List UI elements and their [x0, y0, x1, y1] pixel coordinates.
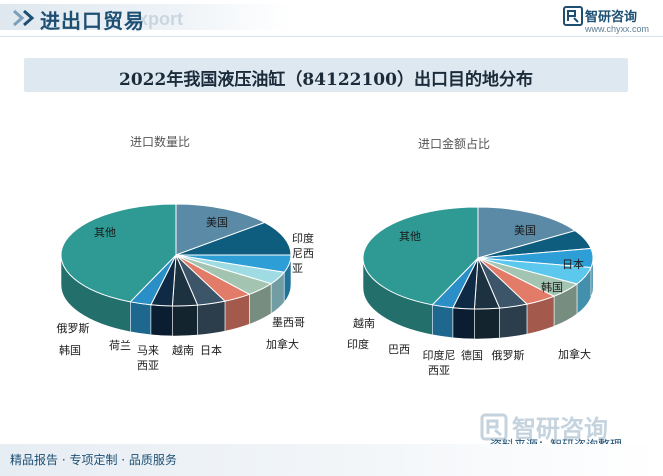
- pie-label-印度尼西亚: 印度尼西亚: [423, 348, 456, 377]
- brand-url: www.chyxx.com: [585, 24, 650, 34]
- brand-name: 智研咨询: [585, 10, 638, 25]
- footer-watermark-logo: 智研咨询: [480, 413, 608, 442]
- pie-label-加拿大: 加拿大: [558, 347, 591, 361]
- pie-slice-印度尼西亚: [175, 221, 292, 256]
- pie-label-其他: 其他: [399, 230, 421, 243]
- pie-label-韩国: 韩国: [59, 343, 81, 357]
- pie-slice-美国: [175, 203, 266, 256]
- pie-side-印度: [452, 307, 475, 340]
- footer-watermark-text: 智研咨询: [512, 415, 608, 442]
- pie-label-俄罗斯: 俄罗斯: [57, 322, 90, 335]
- chart-subtitle-right: 进口金额占比: [418, 136, 490, 151]
- footer-band: [0, 444, 663, 476]
- pie-label-加拿大: 加拿大: [266, 337, 299, 351]
- pie-side-印度尼西亚: [499, 303, 528, 339]
- pie-label-墨西哥: 墨西哥: [272, 316, 305, 329]
- pie-label-荷兰: 荷兰: [109, 339, 131, 352]
- pie-label-美国: 美国: [206, 216, 228, 229]
- pie-label-日本: 日本: [562, 257, 584, 271]
- chart-title-bar: 2022年我国液压油缸（84122100）出口目的地分布: [24, 58, 628, 92]
- footer-slogan: 精品报告 · 专项定制 · 品质服务: [10, 453, 177, 467]
- pie-label-俄罗斯: 俄罗斯: [492, 349, 525, 362]
- pie-label-印度尼西亚: 印度尼西亚: [292, 231, 314, 275]
- pie-label-越南: 越南: [353, 316, 375, 330]
- header-band: [0, 4, 290, 30]
- pie-slice-其他: [60, 203, 177, 303]
- pie-label-美国: 美国: [514, 224, 536, 237]
- pie-label-日本: 日本: [200, 343, 222, 357]
- pie-side-韩国: [150, 304, 173, 337]
- header-divider: [0, 36, 663, 37]
- double-chevron-icon: [13, 9, 35, 27]
- pie-slice-美国: [477, 206, 577, 259]
- pie-side-越南: [432, 304, 454, 339]
- pie-label-韩国: 韩国: [541, 280, 563, 294]
- pie-slice-其他: [362, 206, 479, 306]
- page-header: export 进出口贸易 智研咨询 www.chyxx.com: [0, 0, 663, 34]
- pie-side-荷兰: [172, 304, 198, 337]
- pie-label-马来西亚: 马来西亚: [137, 344, 159, 372]
- header-ghost-text: export: [128, 9, 184, 29]
- pie-label-其他: 其他: [94, 226, 116, 239]
- pie-label-德国: 德国: [461, 348, 483, 362]
- pie-label-越南: 越南: [172, 343, 194, 357]
- pie-side-俄罗斯: [130, 301, 152, 336]
- header-title: 进出口贸易: [40, 9, 145, 33]
- chart-subtitle-left: 进口数量比: [130, 134, 190, 149]
- chart-title: 2022年我国液压油缸（84122100）出口目的地分布: [119, 70, 533, 90]
- pie-side-马来西亚: [197, 300, 226, 336]
- brand-logo-icon: [563, 6, 583, 26]
- pie-side-巴西: [474, 307, 500, 340]
- pie-label-印度: 印度: [347, 337, 369, 351]
- pie-label-巴西: 巴西: [388, 343, 410, 356]
